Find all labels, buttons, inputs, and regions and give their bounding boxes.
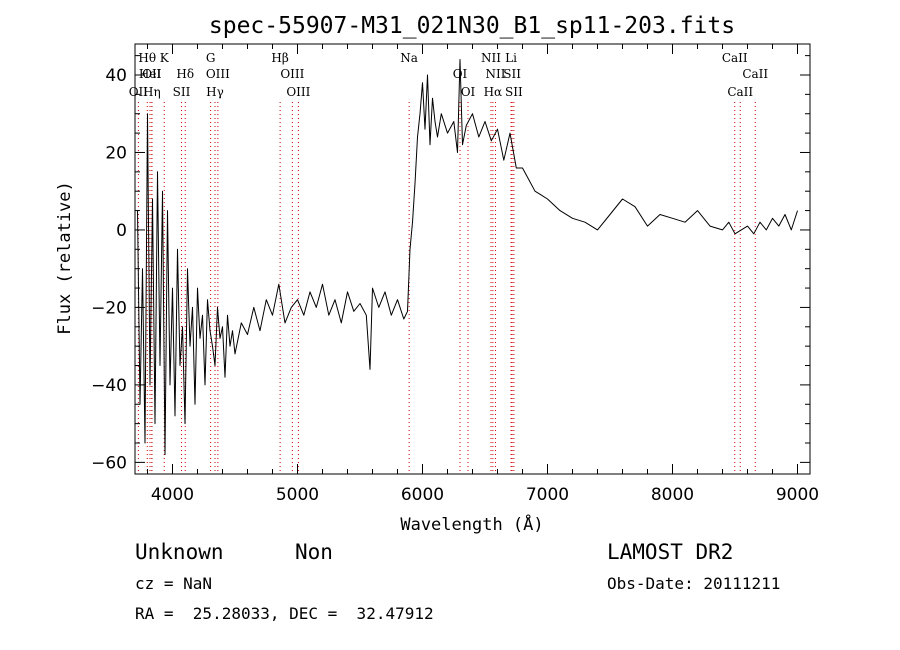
survey-label: LAMOST DR2 (607, 540, 734, 564)
line-marker-label: NII (481, 51, 501, 65)
spectrum-line (137, 59, 798, 456)
chart-title: spec-55907-M31_021N30_B1_sp11-203.fits (209, 13, 735, 39)
y-tick-label: 40 (105, 66, 127, 86)
y-axis-label: Flux (relative) (55, 181, 75, 335)
redshift-label: cz = NaN (135, 574, 213, 593)
line-marker-label: OII (129, 85, 149, 99)
line-marker-label: K (160, 51, 170, 65)
line-marker-label: OI (461, 85, 476, 99)
plot-frame (134, 43, 811, 475)
line-marker-label: Hβ (271, 51, 288, 65)
line-marker-label: CaII (742, 67, 768, 81)
line-marker-label: Na (400, 51, 418, 65)
x-tick-label: 4000 (151, 485, 194, 505)
x-tick-label: 5000 (276, 485, 319, 505)
line-marker-label: OIII (286, 85, 310, 99)
x-tick-label: 6000 (401, 485, 444, 505)
line-marker-label: G (206, 51, 216, 65)
line-marker-label: CaII (727, 85, 753, 99)
line-marker-label: Hδ (176, 67, 194, 81)
subclass-label: Non (295, 540, 333, 564)
line-marker-label: Hα (484, 85, 503, 99)
y-tick-label: −40 (91, 376, 127, 396)
line-marker-label: OIII (206, 67, 230, 81)
obs-date-label: Obs-Date: 20111211 (607, 574, 781, 593)
class-label: Unknown (135, 540, 224, 564)
line-marker-label: SII (173, 85, 191, 99)
line-marker-label: NII (486, 67, 506, 81)
line-marker-label: Hθ (138, 51, 156, 65)
line-marker-label: OIII (280, 67, 304, 81)
line-marker-label: SII (503, 67, 521, 81)
line-marker-label: Hγ (206, 85, 224, 99)
x-tick-label: 7000 (526, 485, 569, 505)
line-marker-label: SII (505, 85, 523, 99)
coordinates-label: RA = 25.28033, DEC = 32.47912 (135, 604, 434, 623)
line-marker-label: HeI (139, 67, 162, 81)
y-tick-label: 0 (116, 221, 127, 241)
x-axis-label: Wavelength (Å) (400, 513, 543, 535)
x-tick-label: 9000 (776, 485, 819, 505)
line-marker-label: CaII (722, 51, 748, 65)
line-marker-label: Li (505, 51, 517, 65)
x-tick-label: 8000 (651, 485, 694, 505)
line-marker-label: OII (142, 67, 162, 81)
line-marker-label: Hη (143, 85, 161, 99)
y-tick-label: −20 (91, 298, 127, 318)
y-tick-label: −60 (91, 453, 127, 473)
y-tick-label: 20 (105, 143, 127, 163)
